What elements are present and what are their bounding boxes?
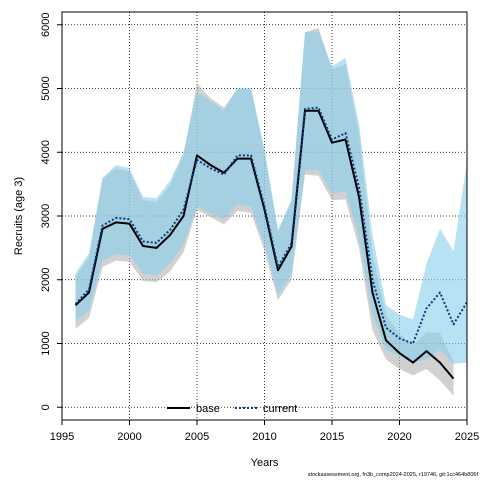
x-tick-label: 2000 bbox=[117, 431, 141, 443]
x-tick-label: 2005 bbox=[185, 431, 209, 443]
footer-source-text: stockassessment.org, fn3b_comp2024-2025,… bbox=[308, 472, 479, 478]
y-tick-label: 2000 bbox=[40, 268, 52, 292]
x-tick-label: 2015 bbox=[320, 431, 344, 443]
x-tick-label: 2010 bbox=[252, 431, 276, 443]
x-tick-label: 2020 bbox=[387, 431, 411, 443]
legend-label-base: base bbox=[196, 403, 220, 415]
y-axis: 0 1000 2000 3000 4000 5000 6000 bbox=[40, 13, 62, 410]
x-tick-label: 2025 bbox=[455, 431, 479, 443]
y-tick-label: 3000 bbox=[40, 204, 52, 228]
x-axis: 1995 2000 2005 2010 2015 2020 2025 bbox=[50, 420, 479, 443]
confidence-band-current bbox=[75, 31, 467, 364]
legend: base current bbox=[167, 403, 297, 415]
y-tick-label: 0 bbox=[40, 404, 52, 410]
y-tick-label: 1000 bbox=[40, 331, 52, 355]
x-tick-label: 1995 bbox=[50, 431, 74, 443]
x-axis-title: Years bbox=[251, 457, 279, 469]
series-lines bbox=[74, 106, 468, 380]
y-tick-label: 6000 bbox=[40, 13, 52, 37]
confidence-bands bbox=[75, 27, 467, 396]
y-axis-title: Recruits (age 3) bbox=[13, 177, 25, 255]
y-tick-label: 5000 bbox=[40, 76, 52, 100]
legend-label-current: current bbox=[263, 403, 297, 415]
y-tick-label: 4000 bbox=[40, 140, 52, 164]
